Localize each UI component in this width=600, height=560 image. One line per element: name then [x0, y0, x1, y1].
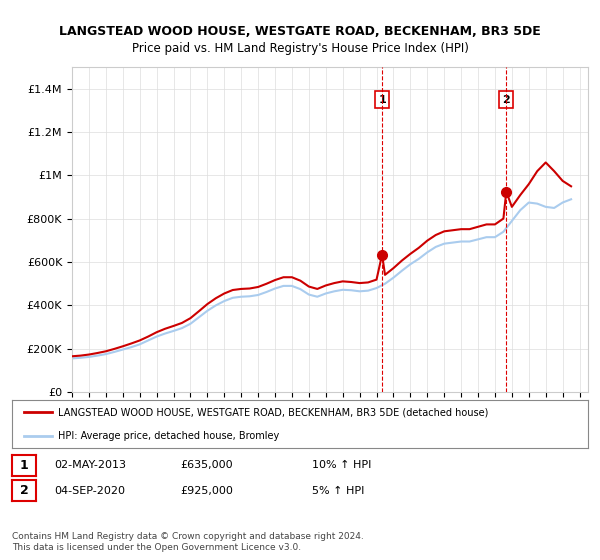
Text: 5% ↑ HPI: 5% ↑ HPI: [312, 486, 364, 496]
Text: 2: 2: [20, 484, 28, 497]
Text: Contains HM Land Registry data © Crown copyright and database right 2024.
This d: Contains HM Land Registry data © Crown c…: [12, 532, 364, 552]
Text: 1: 1: [378, 95, 386, 105]
Text: 04-SEP-2020: 04-SEP-2020: [54, 486, 125, 496]
Text: 1: 1: [20, 459, 28, 472]
Text: £635,000: £635,000: [180, 460, 233, 470]
Text: 2: 2: [502, 95, 510, 105]
Text: LANGSTEAD WOOD HOUSE, WESTGATE ROAD, BECKENHAM, BR3 5DE: LANGSTEAD WOOD HOUSE, WESTGATE ROAD, BEC…: [59, 25, 541, 38]
Text: £925,000: £925,000: [180, 486, 233, 496]
Text: 10% ↑ HPI: 10% ↑ HPI: [312, 460, 371, 470]
Text: 02-MAY-2013: 02-MAY-2013: [54, 460, 126, 470]
Text: HPI: Average price, detached house, Bromley: HPI: Average price, detached house, Brom…: [58, 431, 280, 441]
Text: Price paid vs. HM Land Registry's House Price Index (HPI): Price paid vs. HM Land Registry's House …: [131, 42, 469, 55]
Text: LANGSTEAD WOOD HOUSE, WESTGATE ROAD, BECKENHAM, BR3 5DE (detached house): LANGSTEAD WOOD HOUSE, WESTGATE ROAD, BEC…: [58, 407, 488, 417]
